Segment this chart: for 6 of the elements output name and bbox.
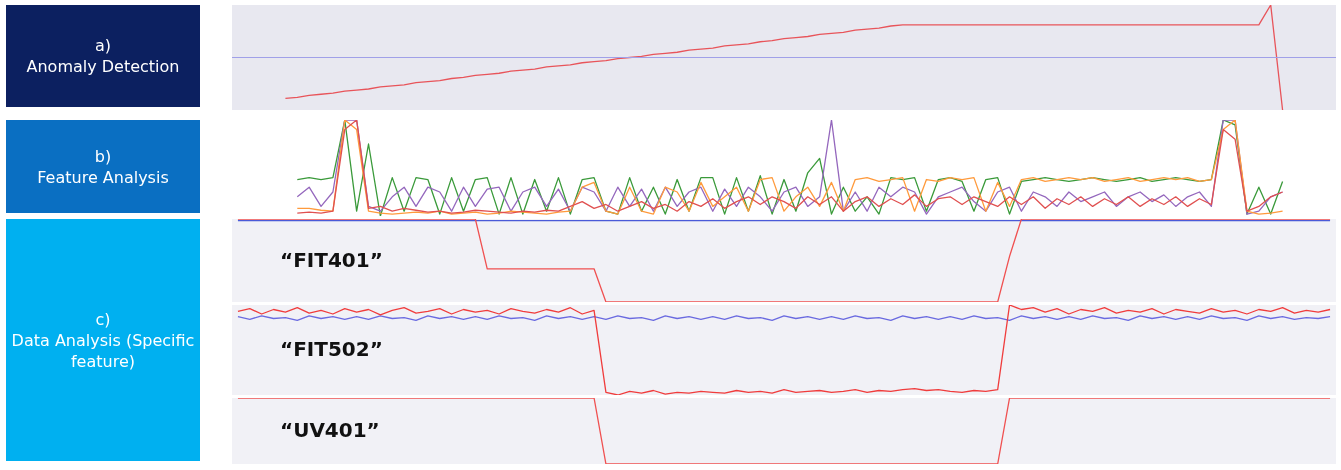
annotation: “FIT401” xyxy=(280,247,383,272)
text: c) Data Analysis (Specific feature) xyxy=(10,308,196,372)
text: b) Feature Analysis xyxy=(37,145,169,188)
annotation: “FIT502” xyxy=(280,337,383,361)
annotation: “UV401” xyxy=(280,418,380,442)
text: a) Anomaly Detection xyxy=(26,35,180,77)
